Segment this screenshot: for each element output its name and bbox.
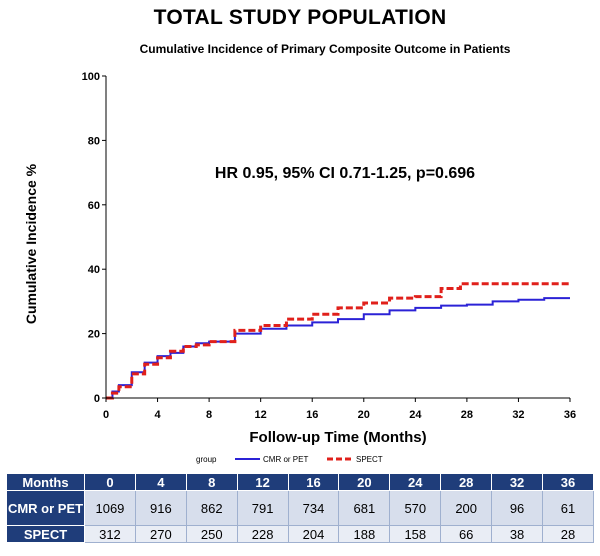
table-cell: 38 (491, 525, 544, 543)
hazard-ratio-annotation: HR 0.95, 95% CI 0.71-1.25, p=0.696 (215, 165, 475, 182)
number-at-risk-table: Months 0 4 8 12 16 20 24 28 32 36 CMR or… (6, 473, 594, 543)
table-cell: 791 (236, 490, 289, 526)
table-row: SPECT 312 270 250 228 204 188 158 66 38 … (6, 525, 594, 543)
y-axis-label: Cumulative Incidence % (23, 163, 39, 324)
series-line-cmr-or-pet (106, 297, 570, 399)
table-cell: 916 (134, 490, 187, 526)
incidence-chart: 0 4 8 12 16 20 24 28 32 36 0 20 40 60 80 100 Cumulative… (23, 71, 576, 464)
table-header-cell: 0 (84, 473, 136, 491)
table-cell: 681 (338, 490, 391, 526)
row-label-spect: SPECT (6, 525, 85, 543)
table-cell: 734 (287, 490, 340, 526)
x-tick-label: 28 (461, 409, 473, 421)
table-cell: 270 (134, 525, 187, 543)
series-line-spect (106, 282, 570, 400)
row-label-cmr-or-pet: CMR or PET (6, 490, 85, 526)
table-header-cell: 32 (491, 473, 544, 491)
table-cell: 66 (440, 525, 493, 543)
x-tick-label: 4 (154, 409, 161, 421)
y-tick-label: 100 (82, 71, 100, 83)
y-tick-label: 80 (88, 135, 100, 147)
table-header-cell: 12 (236, 473, 289, 491)
x-tick-label: 16 (306, 409, 318, 421)
legend-title: group (196, 455, 217, 464)
y-tick-label: 60 (88, 200, 100, 212)
chart-subtitle: Cumulative Incidence of Primary Composit… (139, 42, 511, 56)
table-cell: 250 (185, 525, 238, 543)
legend-label-spect: SPECT (356, 455, 383, 464)
table-header-cell: 4 (134, 473, 187, 491)
table-header-cell: 8 (185, 473, 238, 491)
x-tick-label: 0 (103, 409, 109, 421)
legend: group CMR or PET SPECT (196, 455, 383, 464)
table-cell: 862 (185, 490, 238, 526)
table-header-cell: 16 (287, 473, 340, 491)
table-cell: 96 (491, 490, 544, 526)
table-header-cell: 20 (338, 473, 391, 491)
x-tick-label: 32 (512, 409, 524, 421)
table-header-row: Months 0 4 8 12 16 20 24 28 32 36 (6, 473, 594, 491)
table-cell: 570 (389, 490, 442, 526)
x-axis-label: Follow-up Time (Months) (249, 429, 426, 446)
table-cell: 200 (440, 490, 493, 526)
table-header-months: Months (6, 473, 85, 491)
table-header-cell: 24 (389, 473, 442, 491)
x-tick-label: 20 (358, 409, 370, 421)
table-cell: 312 (84, 525, 136, 543)
table-header-cell: 28 (440, 473, 493, 491)
x-tick-label: 8 (206, 409, 212, 421)
y-tick-label: 0 (94, 393, 100, 405)
table-row: CMR or PET 1069 916 862 791 734 681 570 … (6, 490, 594, 526)
legend-label-cmr-or-pet: CMR or PET (263, 455, 308, 464)
table-cell: 1069 (84, 490, 136, 526)
x-tick-label: 12 (255, 409, 267, 421)
table-cell: 228 (236, 525, 289, 543)
table-cell: 204 (287, 525, 340, 543)
table-header-cell: 36 (542, 473, 594, 491)
table-cell: 61 (542, 490, 594, 526)
y-tick-label: 20 (88, 329, 100, 341)
page-title: TOTAL STUDY POPULATION (153, 6, 447, 29)
x-tick-label: 36 (564, 409, 576, 421)
table-cell: 158 (389, 525, 442, 543)
y-tick-label: 40 (88, 264, 100, 276)
table-cell: 28 (542, 525, 594, 543)
x-tick-label: 24 (409, 409, 422, 421)
table-cell: 188 (338, 525, 391, 543)
